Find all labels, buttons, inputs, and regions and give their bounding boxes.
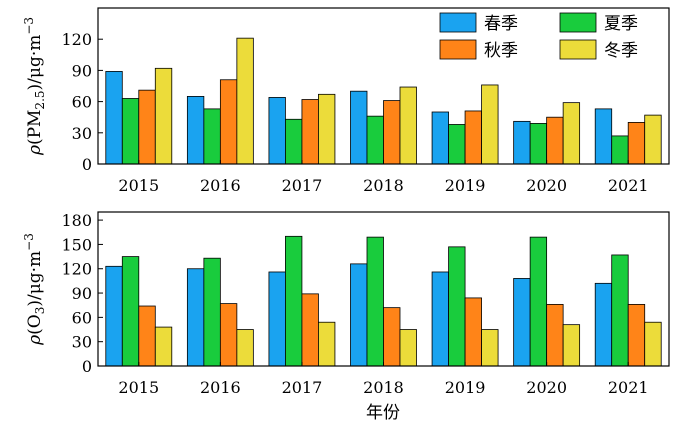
bar-autumn-2015 [138, 89, 156, 165]
bar-autumn-2016 [219, 303, 238, 367]
bar-winter-2020 [562, 324, 581, 367]
bar-autumn-2015 [138, 305, 156, 367]
bar-autumn-2020 [546, 303, 564, 367]
bar-spring-2018 [350, 90, 368, 165]
bar-winter-2018 [399, 329, 417, 367]
bar-summer-2021 [611, 135, 629, 165]
x-tick-label: 2015 [118, 378, 159, 397]
bar-spring-2020 [513, 278, 531, 367]
y-tick-label: 180 [61, 211, 92, 230]
bar-winter-2017 [318, 321, 336, 367]
bar-summer-2018 [366, 236, 384, 367]
bar-autumn-2019 [464, 110, 482, 165]
bar-spring-2015 [105, 71, 123, 165]
bar-winter-2021 [644, 114, 662, 165]
bar-winter-2015 [154, 67, 173, 165]
bar-spring-2017 [268, 97, 286, 165]
bar-spring-2016 [186, 268, 205, 367]
y-tick-label: 120 [61, 260, 92, 279]
o3-chart: 0 30 60 90 120 150 180 2015 2016 2017 2018 2019 2020… [22, 211, 670, 397]
y-axis-label: ρ(PM2.5)/μg·m−3 [22, 17, 47, 156]
bar-autumn-2018 [383, 100, 401, 165]
bar-autumn-2021 [627, 122, 646, 165]
bar-spring-2021 [594, 282, 613, 367]
bar-summer-2015 [121, 256, 140, 367]
bar-summer-2017 [285, 235, 303, 367]
x-tick-label: 2017 [282, 378, 323, 397]
bar-spring-2019 [431, 271, 449, 367]
bar-autumn-2017 [301, 99, 319, 165]
x-tick-label: 2020 [526, 176, 567, 195]
bar-summer-2020 [529, 123, 548, 165]
y-tick-label: 30 [72, 124, 92, 143]
legend-swatch-summer [559, 12, 597, 33]
legend-swatch-spring [439, 12, 477, 33]
bar-summer-2020 [529, 236, 548, 367]
bar-autumn-2016 [219, 79, 238, 165]
y-axis-label: ρ(O3)/μg·m−3 [22, 233, 47, 346]
y-tick-label: 120 [61, 30, 92, 49]
bar-spring-2019 [431, 111, 449, 165]
x-tick-label: 2015 [118, 176, 159, 195]
bar-autumn-2021 [627, 303, 646, 367]
bar-spring-2015 [105, 265, 123, 367]
bar-autumn-2020 [546, 116, 564, 165]
bar-spring-2018 [350, 263, 368, 367]
bar-winter-2018 [399, 86, 417, 165]
bar-winter-2016 [236, 329, 254, 367]
legend-label-summer: 夏季 [604, 14, 638, 34]
bar-spring-2017 [268, 271, 286, 367]
y-tick-label: 60 [72, 93, 92, 112]
x-tick-label: 2016 [200, 176, 241, 195]
x-tick-label: 2020 [526, 378, 567, 397]
y-tick-label: 90 [72, 284, 92, 303]
x-tick-label: 2021 [608, 176, 649, 195]
y-tick-label: 60 [72, 308, 92, 327]
bar-summer-2017 [285, 118, 303, 165]
x-tick-label: 2021 [608, 378, 649, 397]
bar-winter-2020 [562, 102, 581, 165]
bar-summer-2019 [448, 246, 466, 367]
bar-spring-2020 [513, 120, 531, 165]
pm25-chart: 0 30 60 90 120 2015 2016 2017 2018 2019 2020 2021 ρ(… [22, 7, 670, 195]
bar-spring-2021 [594, 108, 613, 165]
legend-label-autumn: 秋季 [484, 41, 518, 61]
y-tick-label: 30 [72, 333, 92, 352]
bar-summer-2019 [448, 124, 466, 165]
legend-swatch-autumn [439, 39, 477, 60]
x-tick-label: 2019 [445, 176, 486, 195]
x-axis-label: 年份 [366, 403, 400, 423]
y-tick-label: 0 [82, 155, 92, 174]
bar-winter-2021 [644, 321, 662, 367]
x-tick-label: 2019 [445, 378, 486, 397]
y-tick-label: 0 [82, 357, 92, 376]
x-tick-label: 2018 [363, 176, 404, 195]
bar-winter-2017 [318, 93, 336, 165]
bar-autumn-2019 [464, 297, 482, 367]
bar-winter-2015 [154, 326, 173, 367]
bar-autumn-2018 [383, 307, 401, 367]
bar-spring-2016 [186, 96, 205, 165]
x-tick-label: 2016 [200, 378, 241, 397]
legend-label-winter: 冬季 [604, 41, 638, 61]
bar-winter-2016 [236, 37, 254, 165]
legend-label-spring: 春季 [484, 14, 518, 34]
bar-autumn-2017 [301, 293, 319, 367]
legend-swatch-winter [559, 39, 597, 60]
bar-winter-2019 [481, 84, 499, 165]
bar-winter-2019 [481, 329, 499, 367]
x-tick-label: 2017 [282, 176, 323, 195]
x-tick-label: 2018 [363, 378, 404, 397]
bar-summer-2021 [611, 254, 629, 367]
bar-summer-2016 [203, 108, 221, 165]
y-tick-label: 90 [72, 61, 92, 80]
bar-summer-2015 [121, 98, 140, 165]
y-tick-label: 150 [61, 235, 92, 254]
bar-summer-2016 [203, 257, 221, 367]
bar-summer-2018 [366, 115, 384, 165]
